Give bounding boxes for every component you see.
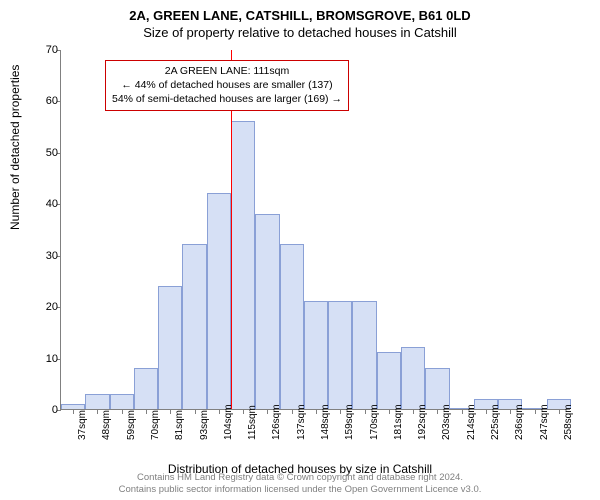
x-tick-mark [219,410,220,414]
x-tick-label: 181sqm [393,416,404,440]
histogram-bar [231,121,255,409]
x-tick-mark [292,410,293,414]
x-tick-label: 93sqm [199,416,210,440]
x-tick-label: 148sqm [320,416,331,440]
x-tick-mark [97,410,98,414]
histogram-bar [207,193,231,409]
x-tick-label: 48sqm [101,416,112,440]
x-tick-label: 170sqm [369,416,380,440]
x-tick-mark [73,410,74,414]
x-tick-label: 203sqm [441,416,452,440]
y-tick-label: 30 [18,250,58,262]
y-tick-label: 10 [18,353,58,365]
chart-plot-area: 37sqm48sqm59sqm70sqm81sqm93sqm104sqm115s… [60,50,570,410]
histogram-bar [110,394,134,409]
x-tick-label: 225sqm [490,416,501,440]
footer-line-2: Contains public sector information licen… [0,484,600,496]
x-tick-mark [413,410,414,414]
x-tick-mark [437,410,438,414]
x-tick-mark [559,410,560,414]
x-tick-label: 37sqm [77,416,88,440]
x-tick-label: 247sqm [539,416,550,440]
histogram-bar [401,347,425,409]
x-tick-mark [365,410,366,414]
histogram-bar [182,244,206,409]
y-tick-label: 70 [18,44,58,56]
x-tick-label: 258sqm [563,416,574,440]
y-tick-label: 60 [18,95,58,107]
x-tick-label: 59sqm [126,416,137,440]
y-tick-label: 0 [18,404,58,416]
x-tick-mark [486,410,487,414]
chart-title-sub: Size of property relative to detached ho… [0,23,600,40]
y-tick-label: 20 [18,301,58,313]
histogram-bar [85,394,109,409]
x-tick-mark [195,410,196,414]
x-tick-label: 81sqm [174,416,185,440]
x-tick-mark [535,410,536,414]
annotation-line-1: 2A GREEN LANE: 111sqm [112,64,342,78]
x-tick-mark [267,410,268,414]
histogram-bar [352,301,376,409]
x-tick-mark [122,410,123,414]
histogram-bar [304,301,328,409]
x-tick-label: 236sqm [514,416,525,440]
y-tick-label: 40 [18,198,58,210]
histogram-bar [158,286,182,409]
x-tick-label: 159sqm [344,416,355,440]
histogram-bar [425,368,449,409]
annotation-box: 2A GREEN LANE: 111sqm ← 44% of detached … [105,60,349,111]
footer-attribution: Contains HM Land Registry data © Crown c… [0,472,600,496]
histogram-bar [255,214,279,409]
x-tick-label: 126sqm [271,416,282,440]
histogram-bar [134,368,158,409]
x-tick-mark [389,410,390,414]
x-tick-mark [316,410,317,414]
x-tick-mark [243,410,244,414]
x-tick-mark [170,410,171,414]
x-tick-label: 137sqm [296,416,307,440]
histogram-bar [328,301,352,409]
x-tick-mark [510,410,511,414]
x-tick-mark [462,410,463,414]
x-tick-label: 214sqm [466,416,477,440]
x-tick-mark [146,410,147,414]
x-tick-label: 104sqm [223,416,234,440]
annotation-line-2: ← 44% of detached houses are smaller (13… [112,78,342,92]
x-tick-label: 115sqm [247,416,258,440]
histogram-bar [61,404,85,409]
histogram-bar [377,352,401,409]
x-tick-label: 192sqm [417,416,428,440]
annotation-line-3: 54% of semi-detached houses are larger (… [112,92,342,106]
histogram-bar [280,244,304,409]
x-tick-mark [340,410,341,414]
chart-title-main: 2A, GREEN LANE, CATSHILL, BROMSGROVE, B6… [0,0,600,23]
footer-line-1: Contains HM Land Registry data © Crown c… [0,472,600,484]
y-tick-label: 50 [18,147,58,159]
x-tick-label: 70sqm [150,416,161,440]
